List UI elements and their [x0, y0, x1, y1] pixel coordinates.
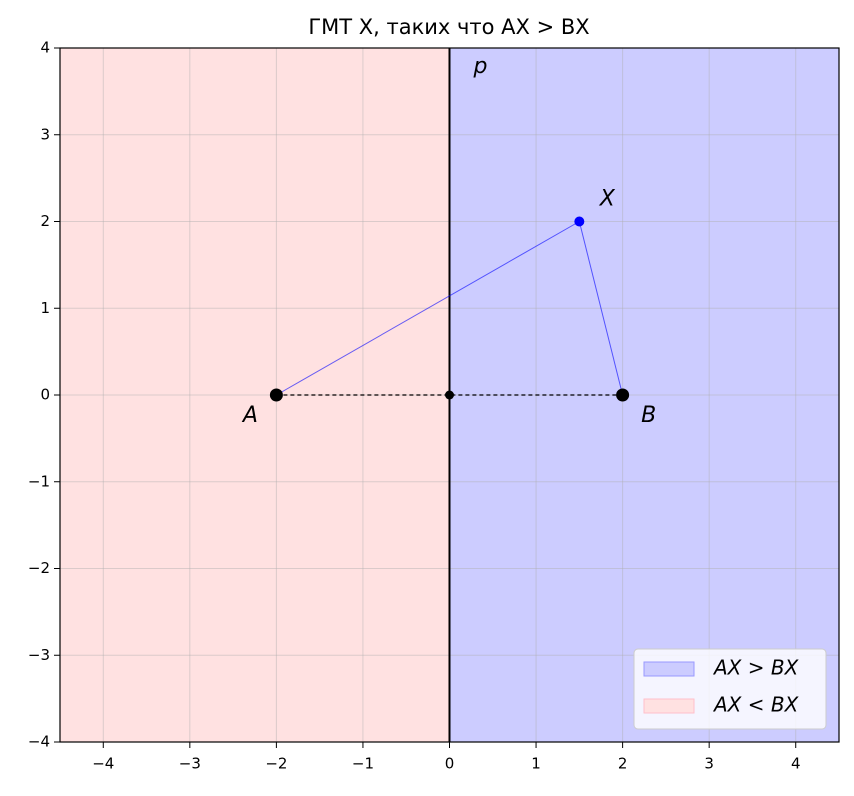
chart-title: ГМТ X, таких что AX > BX — [308, 15, 589, 39]
point — [445, 390, 454, 400]
point — [616, 388, 630, 402]
x-tick-label: 4 — [791, 755, 801, 773]
y-tick-label: 4 — [40, 39, 50, 57]
x-tick-label: −2 — [265, 755, 287, 773]
line-label: p — [473, 54, 488, 79]
segment — [578, 221, 624, 396]
x-tick-label: −4 — [92, 755, 114, 773]
legend-swatch — [643, 698, 695, 714]
point-label: B — [641, 403, 656, 428]
point — [269, 388, 283, 402]
y-tick-label: 3 — [40, 125, 50, 143]
x-tick-label: 1 — [531, 755, 541, 773]
y-tick-label: −4 — [28, 733, 50, 751]
point-label: A — [241, 403, 258, 428]
y-tick-label: −3 — [28, 646, 50, 664]
x-tick-label: −3 — [179, 755, 201, 773]
legend-label: AX < BX — [712, 693, 800, 717]
x-tick-label: −1 — [352, 755, 374, 773]
y-tick-label: 1 — [40, 299, 50, 317]
y-tick-label: −2 — [28, 559, 50, 577]
axes-frame — [59, 47, 840, 743]
x-tick-label: 3 — [704, 755, 714, 773]
point — [574, 216, 585, 227]
x-tick-label: 0 — [445, 755, 455, 773]
legend-swatch — [643, 661, 695, 677]
point-label: X — [599, 187, 616, 212]
segment — [276, 221, 580, 396]
y-tick-label: −1 — [28, 472, 50, 490]
legend-label: AX > BX — [712, 656, 800, 680]
y-tick-label: 0 — [40, 386, 50, 404]
y-tick-label: 2 — [40, 212, 50, 230]
x-tick-label: 2 — [618, 755, 628, 773]
